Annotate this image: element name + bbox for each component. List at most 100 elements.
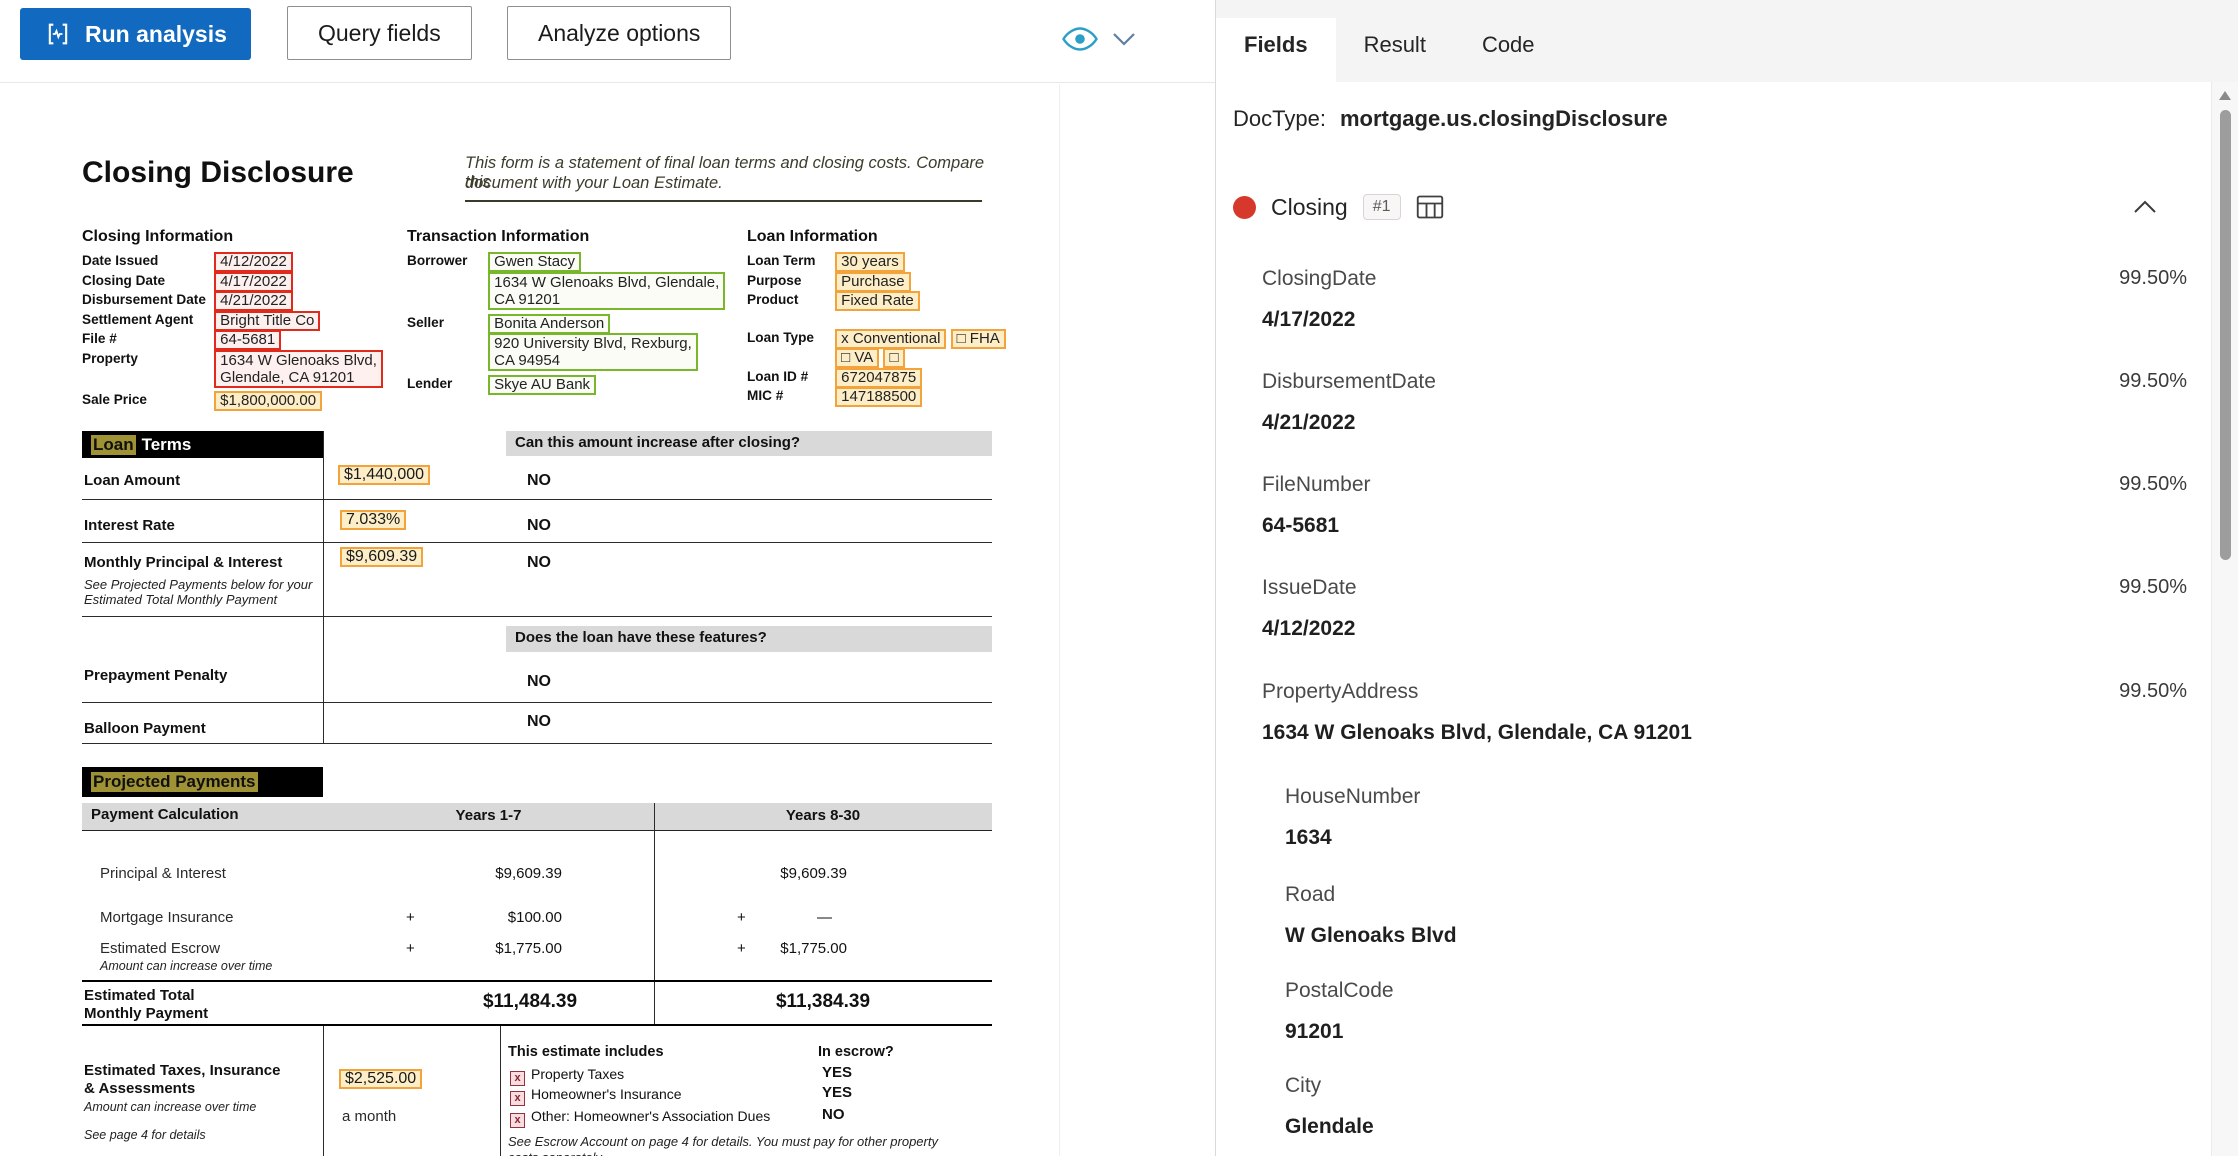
closing-disclosure-page: Closing Disclosure This form is a statem… — [0, 84, 1059, 1156]
run-analysis-button[interactable]: Run analysis — [20, 8, 251, 60]
field-row-closing-date[interactable]: ClosingDate 99.50% 4/17/2022 — [1262, 267, 2187, 332]
tab-code[interactable]: Code — [1481, 32, 1535, 57]
purpose-highlight[interactable]: Purchase — [835, 271, 911, 292]
info-row: Disbursement Date 4/21/2022 — [82, 291, 404, 312]
borrower-name-highlight[interactable]: Gwen Stacy — [488, 252, 582, 272]
field-row-property-address[interactable]: PropertyAddress 99.50% 1634 W Glenoaks Bl… — [1262, 680, 2187, 745]
query-fields-button[interactable]: Query fields — [287, 6, 472, 60]
field-label: Loan Term — [747, 253, 816, 268]
chevron-down-icon[interactable] — [1112, 32, 1136, 51]
field-label: Borrower — [407, 253, 468, 268]
payment-calculation-label: Payment Calculation — [91, 806, 239, 823]
plus-sign: + — [737, 909, 746, 926]
document-subtitle-line1: This form is a statement of final loan t… — [465, 154, 985, 191]
balloon-payment-label: Balloon Payment — [84, 720, 206, 737]
property-highlight[interactable]: 1634 W Glenoaks Blvd, Glendale, CA 91201 — [214, 349, 383, 388]
info-row: Loan ID # 672047875 — [747, 367, 1012, 389]
loan-id-highlight[interactable]: 672047875 — [835, 367, 923, 388]
seller-address-highlight[interactable]: 920 University Blvd, Rexburg, CA 94954 — [488, 333, 698, 371]
estimated-escrow-v1: $1,775.00 — [495, 940, 562, 957]
toolbar: Run analysis Query fields Analyze option… — [0, 0, 1215, 83]
fields-panel: Fields Result Code DocType: mortgage.us.c… — [1215, 0, 2238, 1156]
product-highlight[interactable]: Fixed Rate — [835, 291, 920, 311]
mortgage-insurance-label: Mortgage Insurance — [100, 909, 234, 926]
sale-price-highlight[interactable]: $1,800,000.00 — [214, 390, 323, 411]
field-label: Sale Price — [82, 391, 147, 407]
transaction-information-column: Borrower Gwen Stacy 1634 W Glenoaks Blvd… — [407, 252, 742, 396]
loan-type-other-highlight[interactable]: □ — [883, 348, 905, 368]
field-row-issue-date[interactable]: IssueDate 99.50% 4/12/2022 — [1262, 576, 2187, 641]
info-row: MIC # 147188500 — [747, 387, 1012, 408]
field-value: 91201 — [1285, 1020, 1344, 1043]
years-1-7-header: Years 1-7 — [455, 807, 522, 824]
estimated-taxes-highlight[interactable]: $2,525.00 — [339, 1069, 423, 1089]
scrollbar-thumb[interactable] — [2220, 110, 2231, 560]
settlement-agent-highlight[interactable]: Bright Title Co — [214, 310, 321, 331]
closing-group-header[interactable]: Closing #1 — [1233, 184, 2158, 230]
rule — [654, 803, 655, 1024]
estimate-item: x Other: Homeowner's Association Dues — [510, 1108, 770, 1128]
scrollbar-up-arrow[interactable] — [2219, 91, 2231, 100]
closing-date-highlight[interactable]: 4/17/2022 — [214, 271, 293, 292]
field-name: FileNumber — [1262, 473, 1371, 496]
balloon-payment-answer: NO — [527, 713, 551, 730]
field-row-house-number[interactable]: HouseNumber 1634 — [1285, 785, 2187, 850]
field-row-road[interactable]: Road W Glenoaks Blvd — [1285, 883, 2187, 948]
principal-interest-label: Principal & Interest — [100, 865, 226, 882]
info-row: 920 University Blvd, Rexburg, CA 94954 — [407, 333, 742, 376]
field-name: HouseNumber — [1285, 785, 1421, 808]
tab-result[interactable]: Result — [1363, 32, 1426, 57]
field-label: Disbursement Date — [82, 292, 206, 307]
loan-type-conventional-highlight[interactable]: x Conventional — [835, 328, 947, 349]
disbursement-date-highlight[interactable]: 4/21/2022 — [214, 291, 293, 311]
rule — [82, 616, 992, 617]
field-label: Lender — [407, 376, 453, 391]
field-label: Closing Date — [82, 272, 166, 288]
loan-type-fha-highlight[interactable]: □ FHA — [950, 328, 1006, 349]
estimate-item-label: Other: Homeowner's Association Dues — [531, 1108, 771, 1124]
principal-interest-v1: $9,609.39 — [495, 865, 562, 882]
lender-name-highlight[interactable]: Skye AU Bank — [488, 375, 597, 395]
seller-address-line2: CA 94954 — [494, 352, 561, 369]
in-escrow-label: In escrow? — [818, 1044, 894, 1060]
field-label: Purpose — [747, 272, 802, 288]
tab-fields[interactable]: Fields — [1216, 18, 1336, 82]
estimate-item-label: Property Taxes — [531, 1066, 625, 1082]
estimated-total-label2: Monthly Payment — [84, 1005, 209, 1022]
field-row-file-number[interactable]: FileNumber 99.50% 64-5681 — [1262, 473, 2187, 538]
document-canvas: Closing Disclosure This form is a statem… — [0, 84, 1060, 1156]
loan-amount-highlight[interactable]: $1,440,000 — [338, 465, 431, 485]
info-row: Property 1634 W Glenoaks Blvd, Glendale, … — [82, 349, 404, 392]
monthly-pi-highlight[interactable]: $9,609.39 — [340, 547, 424, 567]
estimated-taxes-label2: & Assessments — [84, 1080, 196, 1097]
borrower-address-highlight[interactable]: 1634 W Glenoaks Blvd, Glendale, CA 91201 — [488, 271, 726, 310]
file-number-highlight[interactable]: 64-5681 — [214, 330, 282, 350]
field-row-postal-code[interactable]: PostalCode 91201 — [1285, 979, 2187, 1044]
field-confidence: 99.50% — [2119, 680, 2187, 702]
mic-highlight[interactable]: 147188500 — [835, 387, 923, 407]
chevron-up-icon[interactable] — [2132, 199, 2158, 215]
date-issued-highlight[interactable]: 4/12/2022 — [214, 252, 293, 272]
field-name: DisbursementDate — [1262, 370, 1436, 393]
mortgage-insurance-v2: — — [817, 909, 832, 926]
table-view-icon[interactable] — [1416, 194, 1444, 220]
info-row: Purpose Purchase — [747, 271, 1012, 293]
loan-type-va-highlight[interactable]: □ VA — [835, 348, 880, 368]
field-label: Seller — [407, 314, 445, 330]
analyze-options-button[interactable]: Analyze options — [507, 6, 732, 60]
group-count-badge: #1 — [1362, 194, 1401, 220]
mortgage-insurance-v1: $100.00 — [507, 909, 562, 926]
scrollbar[interactable] — [2211, 82, 2238, 1156]
interest-rate-highlight[interactable]: 7.033% — [340, 510, 407, 530]
loan-information-column: Loan Term 30 years Purpose Purchase Prod… — [747, 252, 1012, 408]
estimate-item-answer: YES — [822, 1084, 853, 1101]
estimate-item-answer: NO — [822, 1106, 845, 1123]
visibility-eye-icon[interactable] — [1062, 26, 1098, 57]
seller-name-highlight[interactable]: Bonita Anderson — [488, 313, 611, 334]
field-row-disbursement-date[interactable]: DisbursementDate 99.50% 4/21/2022 — [1262, 370, 2187, 435]
transaction-information-heading: Transaction Information — [407, 228, 590, 245]
loan-term-highlight[interactable]: 30 years — [835, 252, 905, 272]
plus-sign: + — [406, 940, 415, 957]
doctype-color-dot — [1233, 195, 1256, 219]
field-row-city[interactable]: City Glendale — [1285, 1074, 2187, 1139]
